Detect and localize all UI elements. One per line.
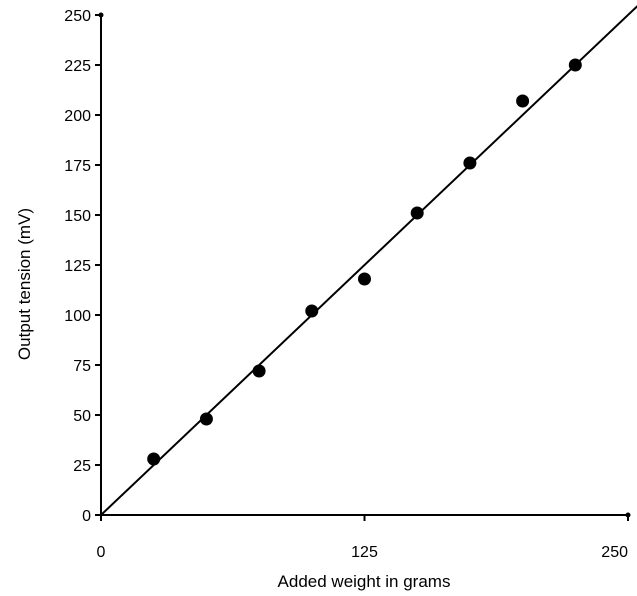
data-point [305,304,319,318]
x-axis-ticks: 0 125 250 [97,515,629,561]
x-axis-title: Added weight in grams [278,572,451,591]
data-point [516,94,530,108]
y-tick-label: 150 [64,208,91,225]
data-point [568,58,582,72]
data-point [252,364,266,378]
fit-line [100,5,637,516]
data-point [358,272,371,286]
x-tick-label: 250 [601,544,628,561]
y-axis-ticks: 0 25 50 75 100 125 150 175 200 225 250 [64,8,101,525]
y-tick-label: 50 [73,408,91,425]
data-point [147,452,161,466]
data-point [463,156,477,170]
data-point [410,206,424,220]
y-tick-label: 200 [64,108,91,125]
x-tick-label: 0 [97,544,106,561]
data-point [199,412,213,426]
fit-line-group [100,5,637,516]
y-axis-title: Output tension (mV) [15,208,34,360]
y-tick-label: 175 [64,158,91,175]
data-points [147,58,582,466]
y-tick-label: 0 [82,508,91,525]
y-tick-label: 25 [73,458,91,475]
y-tick-label: 75 [73,358,91,375]
y-tick-label: 100 [64,308,91,325]
y-tick-label: 250 [64,8,91,25]
y-tick-label: 125 [64,258,91,275]
y-tick-label: 225 [64,58,91,75]
x-tick-label: 125 [351,544,378,561]
